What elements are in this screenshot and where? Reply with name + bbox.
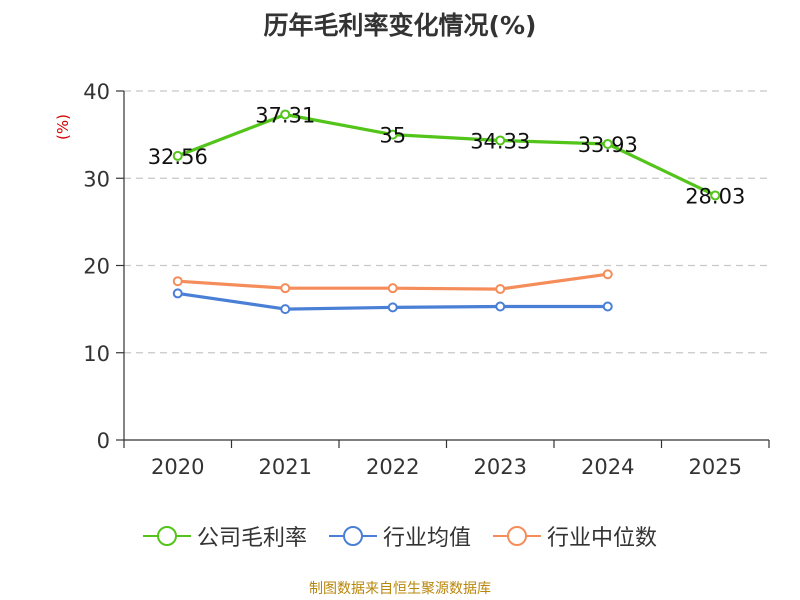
legend-item-company[interactable]: 公司毛利率 — [142, 520, 307, 552]
data-point — [172, 288, 183, 299]
y-tick-label: 30 — [83, 167, 110, 191]
y-tick-label: 0 — [97, 429, 110, 453]
x-tick-label: 2020 — [151, 455, 204, 479]
data-point — [172, 276, 183, 287]
data-point — [602, 301, 613, 312]
series-line — [177, 112, 716, 197]
x-tick-label: 2021 — [259, 455, 312, 479]
source-note: 制图数据来自恒生聚源数据库 — [309, 581, 491, 597]
data-point — [710, 190, 721, 201]
data-label: 37.31 — [255, 103, 315, 127]
legend-item-industry-median[interactable]: 行业中位数 — [493, 520, 657, 552]
x-tick-label: 2025 — [689, 455, 742, 479]
data-point — [387, 283, 398, 294]
data-point — [602, 138, 613, 149]
y-tick-label: 40 — [83, 80, 110, 104]
data-point — [495, 284, 506, 295]
legend-item-industry-mean[interactable]: 行业均值 — [328, 520, 471, 552]
axis-layer: 0 10 20 30 40 2020 2021 2022 2023 2024 2025 — [83, 80, 770, 479]
data-point — [280, 283, 291, 294]
legend-label-industry-median: 行业中位数 — [547, 526, 658, 551]
y-tick-label: 10 — [83, 342, 110, 366]
data-point — [280, 109, 291, 120]
legend-marker-company — [142, 526, 191, 546]
data-point — [280, 304, 291, 315]
data-point — [495, 135, 506, 146]
chart-title: 历年毛利率变化情况(%) — [263, 11, 537, 40]
data-point — [602, 269, 613, 280]
legend: 公司毛利率 行业均值 行业中位数 — [0, 520, 800, 552]
data-label: 35 — [379, 124, 406, 148]
data-point — [387, 302, 398, 313]
data-point — [172, 150, 183, 161]
data-label-layer: 32.56 37.31 35 34.33 33.93 28.03 — [148, 103, 746, 208]
x-tick-label: 2024 — [581, 455, 634, 479]
y-axis-label: (%) — [54, 114, 72, 140]
data-label: 34.33 — [470, 129, 530, 153]
y-tick-label: 20 — [83, 255, 110, 279]
data-label: 28.03 — [685, 184, 745, 208]
legend-label-industry-mean: 行业均值 — [382, 526, 471, 551]
data-label: 32.56 — [148, 145, 208, 169]
data-label: 33.93 — [578, 133, 638, 157]
data-point — [387, 129, 398, 140]
grid-layer — [124, 90, 769, 354]
data-point — [495, 301, 506, 312]
x-tick-label: 2023 — [474, 455, 527, 479]
legend-marker-industry-median — [493, 526, 541, 546]
legend-label-company: 公司毛利率 — [196, 526, 307, 551]
x-tick-label: 2022 — [366, 455, 419, 479]
legend-marker-industry-mean — [328, 526, 377, 546]
series-layer — [172, 109, 721, 315]
